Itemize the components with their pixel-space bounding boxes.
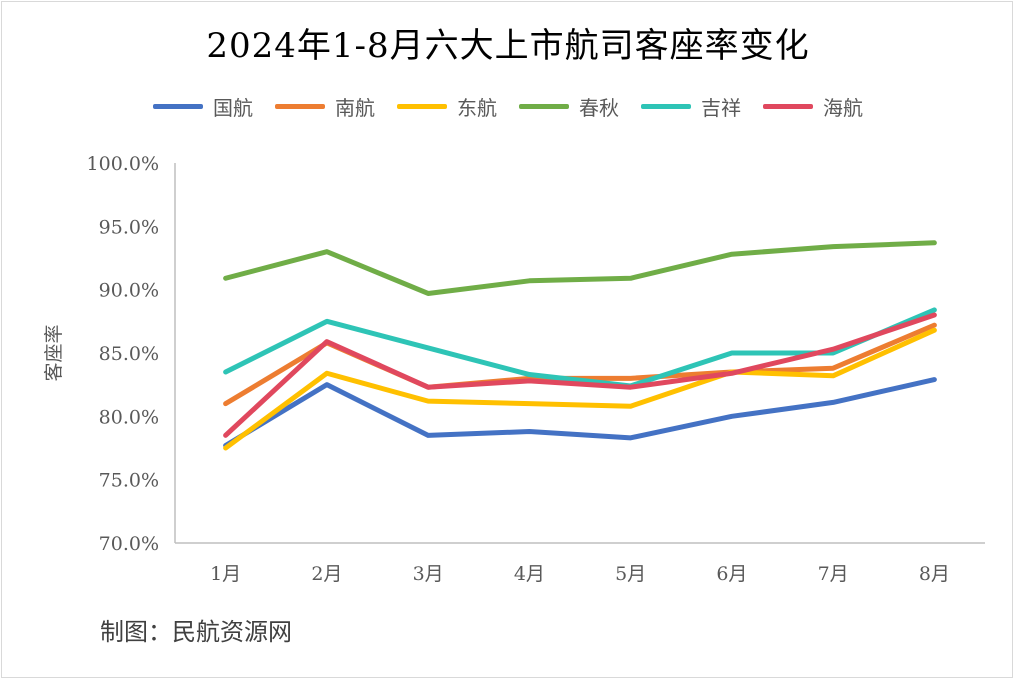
x-tick-label: 8月 xyxy=(919,563,950,585)
series-line-2 xyxy=(223,322,937,407)
y-tick-label: 80.0% xyxy=(99,406,159,428)
x-tick-label: 1月 xyxy=(210,563,241,585)
legend-swatch xyxy=(641,104,691,109)
series-line-4 xyxy=(223,240,937,296)
legend-swatch xyxy=(763,104,813,109)
chart-legend: 国航 南航 东航 春秋 吉祥 海航 xyxy=(0,92,1016,121)
x-tick-label: 5月 xyxy=(615,563,646,585)
legend-label: 南航 xyxy=(335,96,375,120)
legend-item: 东航 xyxy=(397,92,497,121)
legend-item: 南航 xyxy=(275,92,375,121)
y-tick-label: 90.0% xyxy=(99,280,159,302)
y-axis-label: 客座率 xyxy=(43,324,65,381)
legend-swatch xyxy=(275,104,325,109)
chart-title: 2024年1-8月六大上市航司客座率变化 xyxy=(206,26,810,66)
legend-item: 春秋 xyxy=(519,92,619,121)
y-tick-label: 70.0% xyxy=(99,533,159,555)
legend-label: 国航 xyxy=(213,96,253,120)
legend-swatch xyxy=(153,104,203,109)
y-tick-label: 100.0% xyxy=(87,153,159,175)
legend-item: 国航 xyxy=(153,92,253,121)
legend-swatch xyxy=(397,104,447,109)
legend-label: 春秋 xyxy=(579,96,619,120)
series-line-1 xyxy=(223,377,937,448)
y-tick-label: 95.0% xyxy=(99,216,159,238)
y-tick-label: 75.0% xyxy=(99,470,159,492)
x-tick-label: 4月 xyxy=(514,563,545,585)
y-tick-label: 85.0% xyxy=(99,343,159,365)
x-tick-label: 6月 xyxy=(716,563,747,585)
legend-label: 东航 xyxy=(457,96,497,120)
chart-credit: 制图：民航资源网 xyxy=(100,618,292,646)
x-tick-label: 2月 xyxy=(311,563,342,585)
x-tick-label: 7月 xyxy=(818,563,849,585)
legend-item: 吉祥 xyxy=(641,92,741,121)
series-line-6 xyxy=(223,312,937,438)
legend-label: 吉祥 xyxy=(701,96,741,120)
legend-item: 海航 xyxy=(763,92,863,121)
x-tick-label: 3月 xyxy=(413,563,444,585)
legend-label: 海航 xyxy=(823,96,863,120)
legend-swatch xyxy=(519,104,569,109)
series-line-3 xyxy=(223,327,937,451)
